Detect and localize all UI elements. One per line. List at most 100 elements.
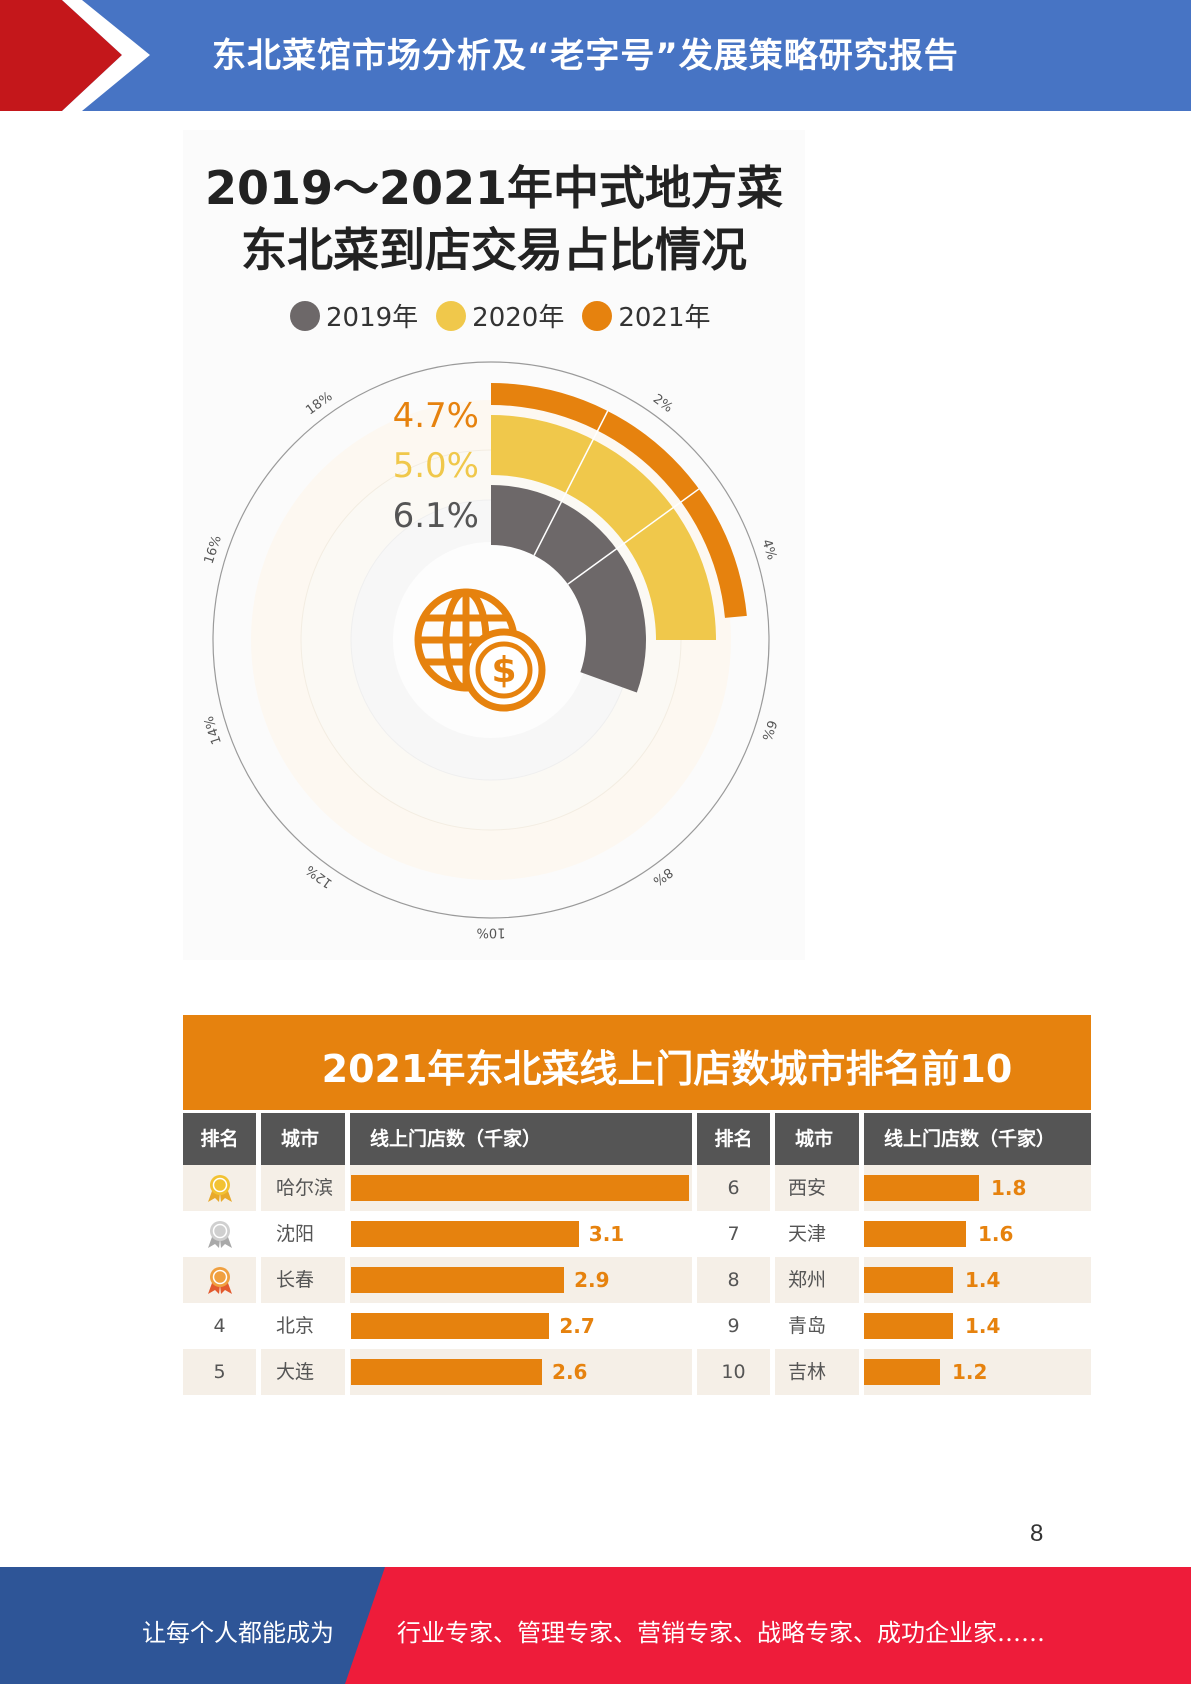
legend-label: 2020年: [472, 303, 565, 333]
report-title: 东北菜馆市场分析及“老字号”发展策略研究报告: [212, 36, 959, 76]
header-city-right: 城市: [775, 1113, 859, 1165]
store-count-label: 1.4: [965, 1314, 1001, 1338]
rank-number: 10: [721, 1361, 746, 1383]
store-count-bar: [862, 1221, 966, 1247]
header-rank-right: 排名: [697, 1113, 770, 1165]
city-name: 长春: [276, 1269, 315, 1291]
footer-slogan-left: 让每个人都能成为: [142, 1619, 334, 1647]
city-name: 哈尔滨: [276, 1177, 334, 1199]
city-name: 郑州: [788, 1269, 827, 1291]
header-rank-left: 排名: [183, 1113, 256, 1165]
legend-swatch: [290, 300, 320, 331]
store-count-bar: [351, 1359, 543, 1385]
table-row: 5 大连 2.6 10 吉林 1.2: [183, 1349, 1091, 1395]
column-divider: [345, 1113, 350, 1405]
chart-legend: 2019年 2020年 2021年: [290, 297, 729, 334]
series-value-label: 5.0%: [393, 446, 479, 486]
legend-label: 2021年: [618, 303, 711, 333]
series-value-label: 4.7%: [393, 396, 479, 436]
globe-dollar-icon: $: [414, 588, 546, 712]
rank-number: 6: [727, 1177, 740, 1199]
legend-item: 2020年: [436, 297, 564, 334]
footer-background: [0, 1567, 1191, 1684]
radial-bar-2019年: [491, 485, 646, 693]
page-number: 8: [1030, 1520, 1044, 1547]
column-divider: [692, 1113, 697, 1405]
city-name: 西安: [788, 1177, 827, 1199]
store-count-bar: [351, 1313, 550, 1339]
footer-slogan-right: 行业专家、管理专家、营销专家、战略专家、成功企业家……: [397, 1619, 1045, 1647]
legend-swatch: [582, 300, 613, 331]
header-stores-left: 线上门店数（千家）: [350, 1113, 692, 1165]
scale-ring: [212, 361, 770, 919]
radial-bar-2020年: [491, 415, 716, 640]
scale-tick-label: 6%: [758, 718, 779, 742]
scale-tick-label: 4%: [758, 538, 779, 562]
scale-tick-label: 14%: [202, 714, 225, 746]
scale-tick-label: 12%: [303, 862, 335, 891]
store-count-bar: [862, 1359, 940, 1385]
radial-bar-2021年: [491, 383, 747, 618]
rank-number: 7: [727, 1223, 740, 1245]
store-count-label: 1.2: [952, 1360, 988, 1384]
header-arrow-decoration: [0, 0, 150, 111]
legend-item: 2021年: [582, 297, 711, 334]
city-name: 天津: [788, 1223, 827, 1245]
store-count-label: 2.6: [552, 1360, 588, 1384]
scale-tick-label: 10%: [477, 925, 506, 940]
city-name: 沈阳: [276, 1223, 315, 1245]
city-name: 大连: [276, 1361, 315, 1383]
store-count-label: 3.1: [588, 1222, 625, 1246]
report-footer: 让每个人都能成为 行业专家、管理专家、营销专家、战略专家、成功企业家……: [0, 1567, 1191, 1684]
store-count-bar: [862, 1313, 953, 1339]
city-name: 北京: [276, 1315, 315, 1337]
bar-separator: [567, 488, 700, 585]
store-count-bar: [351, 1221, 579, 1247]
column-divider: [859, 1113, 864, 1405]
store-count-bar: [351, 1175, 689, 1201]
store-count-label: 4.6: [651, 1176, 687, 1200]
column-divider: [770, 1113, 775, 1405]
silver-medal-icon: [205, 1219, 235, 1253]
rank-number: 4: [213, 1315, 226, 1337]
transaction-share-chart: 2019～2021年中式地方菜 东北菜到店交易占比情况 2019年 2020年 20…: [183, 130, 805, 960]
table-row: 长春 2.9 8 郑州 1.4: [183, 1257, 1091, 1303]
column-divider: [256, 1113, 261, 1405]
legend-swatch: [436, 300, 467, 331]
ranking-header: 2021年东北菜线上门店数城市排名前10: [183, 1015, 1091, 1110]
scale-tick-label: 2%: [650, 392, 676, 416]
rank-number: 5: [213, 1361, 226, 1383]
chart-title-line2: 东北菜到店交易占比情况: [241, 223, 747, 277]
store-count-label: 2.9: [574, 1268, 610, 1292]
scale-tick-label: 16%: [202, 534, 225, 566]
bar-separator: [533, 410, 609, 556]
store-count-label: 1.8: [991, 1176, 1027, 1200]
store-count-bar: [351, 1267, 565, 1293]
city-name: 青岛: [788, 1315, 827, 1337]
table-row: 4 北京 2.7 9 青岛 1.4: [183, 1303, 1091, 1349]
ranking-title: 2021年东北菜线上门店数城市排名前10: [321, 1047, 1013, 1091]
gold-medal-icon: [205, 1173, 235, 1207]
rank-number: 9: [727, 1315, 740, 1337]
store-count-label: 2.7: [559, 1314, 595, 1338]
report-header: 东北菜馆市场分析及“老字号”发展策略研究报告: [0, 0, 1191, 111]
store-count-label: 1.6: [978, 1222, 1014, 1246]
rank-number: 8: [727, 1269, 740, 1291]
store-count-label: 1.4: [965, 1268, 1001, 1292]
radial-bar-chart: 2% 4% 6% 8% 10% 12% 14% 16% 18% 6.1% 5.0% 4.7% $: [202, 361, 779, 940]
scale-tick-label: 8%: [650, 864, 676, 888]
table-row: 哈尔滨 4.6 6 西安 1.8: [183, 1165, 1091, 1211]
scale-tick-label: 18%: [303, 389, 335, 418]
bronze-medal-icon: [205, 1265, 235, 1299]
legend-item: 2019年: [290, 297, 418, 334]
city-ranking-table: 2021年东北菜线上门店数城市排名前10 排名 城市 线上门店数（千家） 排名 …: [183, 1015, 1091, 1405]
store-count-bar: [862, 1175, 979, 1201]
table-row: 沈阳 3.1 7 天津 1.6: [183, 1211, 1091, 1257]
header-city-left: 城市: [261, 1113, 345, 1165]
store-count-bar: [862, 1267, 953, 1293]
series-value-label: 6.1%: [393, 496, 479, 536]
legend-label: 2019年: [326, 303, 419, 333]
city-name: 吉林: [788, 1361, 827, 1383]
svg-text:$: $: [491, 650, 516, 691]
header-stores-right: 线上门店数（千家）: [864, 1113, 1091, 1165]
